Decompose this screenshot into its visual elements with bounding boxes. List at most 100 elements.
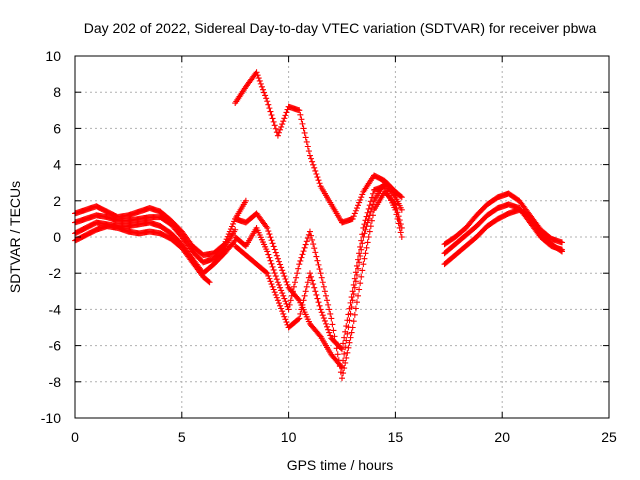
data-point <box>302 134 309 141</box>
data-point <box>206 279 213 286</box>
data-point <box>256 77 263 84</box>
data-point <box>315 177 322 184</box>
data-point <box>356 199 363 206</box>
data-point <box>311 245 318 252</box>
data-point <box>349 215 356 222</box>
data-point <box>325 326 332 333</box>
data-point <box>265 251 272 258</box>
grid-lines <box>75 56 609 418</box>
data-point <box>356 259 363 266</box>
data-point <box>288 292 295 299</box>
data-point <box>272 249 279 256</box>
data-point <box>353 205 360 212</box>
data-point <box>280 118 287 125</box>
data-point <box>270 118 277 125</box>
data-point <box>352 207 359 214</box>
data-point <box>305 148 312 155</box>
data-point <box>321 317 328 324</box>
y-tick-label: -4 <box>49 301 62 317</box>
x-tick-label: 0 <box>71 429 79 445</box>
data-point <box>278 264 285 271</box>
data-point <box>232 226 239 233</box>
data-point <box>334 351 341 358</box>
chart-title: Day 202 of 2022, Sidereal Day-to-day VTE… <box>84 20 597 36</box>
data-point <box>299 120 306 127</box>
data-point <box>306 152 313 159</box>
data-point <box>321 288 328 295</box>
data-point <box>257 80 264 87</box>
data-point <box>356 250 363 257</box>
data-point <box>264 270 271 277</box>
data-point <box>318 309 325 316</box>
data-point <box>274 132 281 139</box>
data-point <box>274 297 281 304</box>
data-point <box>341 350 348 357</box>
data-point <box>300 125 307 132</box>
data-point <box>559 239 566 246</box>
data-point <box>395 220 402 227</box>
data-point <box>336 363 343 370</box>
data-point <box>393 211 400 218</box>
data-point <box>231 238 238 245</box>
data-point <box>262 92 269 99</box>
data-point <box>279 267 286 274</box>
data-point <box>269 283 276 290</box>
data-point <box>359 267 366 274</box>
data-point <box>365 234 372 240</box>
data-point <box>265 272 272 279</box>
data-point <box>277 261 284 268</box>
data-point <box>304 143 311 150</box>
y-tick-label: -6 <box>49 338 62 354</box>
data-point <box>266 231 273 238</box>
data-point <box>283 319 290 326</box>
data-point <box>297 257 304 264</box>
data-point <box>356 286 363 293</box>
data-point <box>277 302 284 309</box>
data-point <box>269 115 276 122</box>
data-point <box>273 294 280 301</box>
data-point <box>358 246 365 253</box>
data-point <box>358 237 365 244</box>
data-point <box>312 249 319 256</box>
y-tick-label: 8 <box>53 84 61 100</box>
x-tick-label: 25 <box>601 429 617 445</box>
data-point <box>351 284 358 291</box>
data-point <box>326 329 333 336</box>
data-point <box>275 129 282 136</box>
data-point <box>278 123 285 130</box>
data-point <box>557 247 564 254</box>
data-point <box>268 260 275 267</box>
data-point <box>289 288 296 295</box>
y-tick-label: 0 <box>53 229 61 245</box>
data-point <box>264 248 271 255</box>
data-point <box>369 212 376 219</box>
data-point <box>269 263 276 270</box>
data-point <box>296 315 303 322</box>
data-point <box>364 239 371 246</box>
data-point <box>364 209 371 216</box>
data-point <box>340 340 347 347</box>
data-point <box>259 86 266 93</box>
data-point <box>266 275 273 282</box>
data-point <box>282 275 289 282</box>
data-point <box>331 333 338 340</box>
data-point <box>351 275 358 282</box>
data-point <box>275 300 282 307</box>
data-point <box>265 228 272 235</box>
data-point <box>290 283 297 290</box>
data-point <box>325 301 332 308</box>
data-point <box>308 273 315 280</box>
data-point <box>280 270 287 277</box>
data-point <box>391 192 398 199</box>
data-point <box>301 129 308 136</box>
data-point <box>349 324 356 331</box>
data-point <box>303 138 310 145</box>
data-point <box>295 296 302 303</box>
data-point <box>349 288 356 295</box>
data-point <box>324 323 331 330</box>
data-point <box>320 283 327 290</box>
data-point <box>341 365 348 372</box>
data-point <box>261 89 268 96</box>
data-point <box>363 213 370 220</box>
data-point <box>311 164 318 171</box>
